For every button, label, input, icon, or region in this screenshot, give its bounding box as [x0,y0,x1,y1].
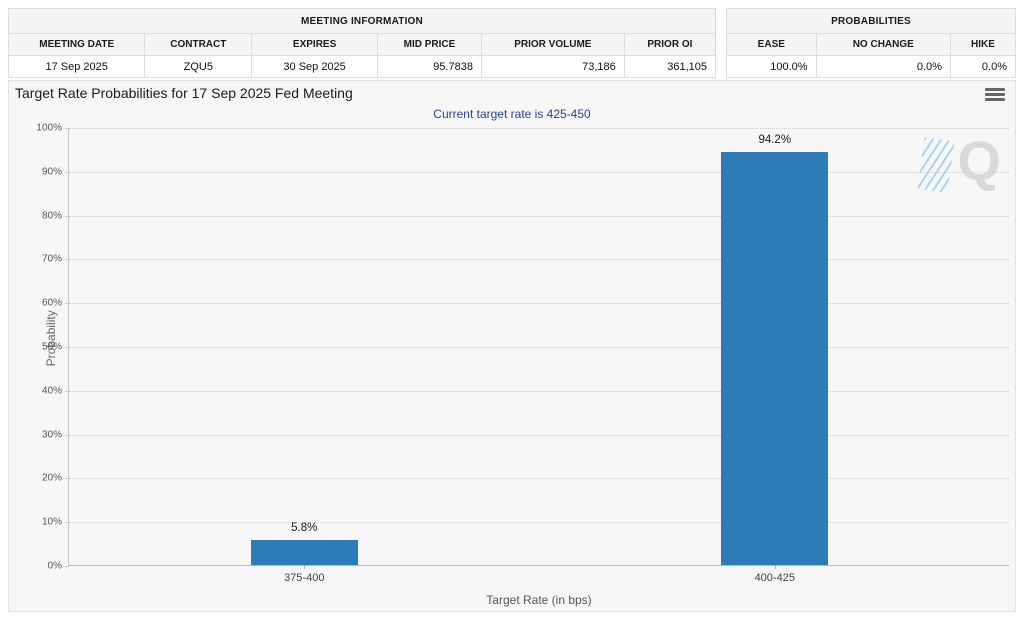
chart-subtitle-current-target-rate: Current target rate is 425-450 [433,107,591,121]
gridline-50 [69,347,1009,348]
col-prior-oi: PRIOR OI [623,33,717,56]
y-tick-label-30: 30% [41,429,62,441]
gridline-10 [69,522,1009,524]
probabilities-data-row: 100.0% 0.0% 0.0% [726,55,1017,78]
x-category-label-375-400: 375-400 [284,572,325,584]
gridline-100 [69,128,1009,129]
probabilities-header-row: EASE NO CHANGE HIKE [726,33,1017,56]
no-change-value: 0.0% [815,55,951,78]
y-tick-label-70: 70% [41,253,62,265]
col-no-change: NO CHANGE [815,33,951,56]
gridline-80 [69,215,1009,217]
y-tick-label-80: 80% [41,210,62,222]
gridline-90 [69,171,1009,173]
hamburger-menu-icon[interactable] [985,88,1005,104]
y-tick-mark-0 [65,566,69,567]
y-tick-mark-80 [65,215,69,217]
y-tick-label-100: 100% [36,122,62,134]
col-ease: EASE [726,33,817,56]
expires-value: 30 Sep 2025 [251,55,379,78]
col-meeting-date: MEETING DATE [7,33,146,56]
x-axis-title: Target Rate (in bps) [486,593,592,607]
y-tick-label-90: 90% [41,166,62,178]
gridline-70 [69,259,1009,261]
meeting-date-value: 17 Sep 2025 [7,55,146,78]
prior-volume-value: 73,186 [480,55,625,78]
gridline-40 [69,390,1009,392]
col-hike: HIKE [949,33,1017,56]
gridline-20 [69,478,1009,480]
col-mid-price: MID PRICE [377,33,482,56]
prior-oi-value: 361,105 [623,55,717,78]
meeting-information-header-row: MEETING DATE CONTRACT EXPIRES MID PRICE … [7,33,717,56]
chart-title: Target Rate Probabilities for 17 Sep 202… [15,85,353,101]
y-tick-mark-40 [65,390,69,392]
probabilities-table: PROBABILITIES EASE NO CHANGE HIKE 100.0%… [726,8,1017,78]
bar-375-400[interactable] [250,539,358,565]
mid-price-value: 95.7838 [377,55,482,78]
y-tick-mark-10 [65,522,69,524]
contract-value: ZQU5 [144,55,253,78]
fedwatch-chart-panel: Target Rate Probabilities for 17 Sep 202… [8,80,1016,612]
bar-value-label-375-400: 5.8% [291,521,318,534]
y-axis-title: Probability [44,309,59,366]
ease-value: 100.0% [726,55,817,78]
y-tick-mark-100 [65,128,69,129]
y-tick-mark-30 [65,434,69,436]
meeting-information-data-row: 17 Sep 2025 ZQU5 30 Sep 2025 95.7838 73,… [7,55,717,78]
gridline-60 [69,303,1009,305]
y-tick-mark-50 [65,347,69,348]
x-tick-mark-375-400 [304,565,306,569]
y-tick-mark-60 [65,303,69,305]
bar-400-425[interactable] [721,152,829,565]
probabilities-title: PROBABILITIES [726,8,1016,34]
x-category-label-400-425: 400-425 [754,572,795,584]
y-tick-mark-20 [65,478,69,480]
y-tick-label-40: 40% [41,385,62,397]
watermark-q-letter: Q [957,129,1001,192]
gridline-30 [69,434,1009,436]
y-tick-label-10: 10% [41,516,62,528]
x-tick-mark-400-425 [774,565,776,569]
col-prior-volume: PRIOR VOLUME [480,33,625,56]
y-tick-label-60: 60% [41,297,62,309]
y-tick-mark-70 [65,259,69,261]
col-expires: EXPIRES [251,33,379,56]
meeting-information-table: MEETING INFORMATION MEETING DATE CONTRAC… [7,8,717,78]
y-tick-label-20: 20% [41,472,62,484]
y-tick-label-50: 50% [41,341,62,353]
bar-value-label-400-425: 94.2% [758,134,792,147]
hike-value: 0.0% [949,55,1017,78]
y-tick-mark-90 [65,171,69,173]
y-tick-label-0: 0% [47,560,62,572]
meeting-information-title: MEETING INFORMATION [8,8,716,34]
quikstrike-watermark: Q [915,131,1001,199]
col-contract: CONTRACT [144,33,253,56]
plot-area: Probability Target Rate (in bps) 0% 10% 20… [36,123,1009,607]
